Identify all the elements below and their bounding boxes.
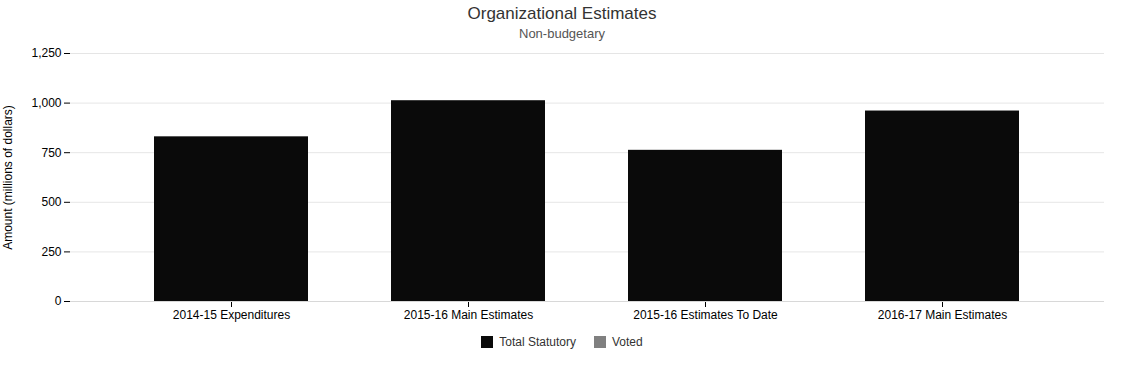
svg-text:500: 500 [41, 195, 61, 209]
svg-text:2015-16 Estimates To Date: 2015-16 Estimates To Date [633, 308, 778, 322]
svg-text:2015-16 Main Estimates: 2015-16 Main Estimates [404, 308, 533, 322]
html-text:Organizational Estimates: Organizational Estimates [467, 4, 657, 23]
svg-text:1,250: 1,250 [31, 46, 61, 60]
svg-text:2014-15 Expenditures: 2014-15 Expenditures [173, 308, 290, 322]
svg-text:Amount (millions of dollars): Amount (millions of dollars) [1, 105, 15, 250]
svg-text:250: 250 [41, 245, 61, 259]
html-text:Total Statutory: Total Statutory [499, 335, 576, 349]
svg-text:0: 0 [55, 294, 62, 308]
svg-text:750: 750 [41, 146, 61, 160]
svg-text:2016-17 Main Estimates: 2016-17 Main Estimates [878, 308, 1007, 322]
svg-text:1,000: 1,000 [31, 96, 61, 110]
html-text:Non-budgetary: Non-budgetary [519, 26, 605, 41]
html-text:Voted: Voted [612, 335, 643, 349]
